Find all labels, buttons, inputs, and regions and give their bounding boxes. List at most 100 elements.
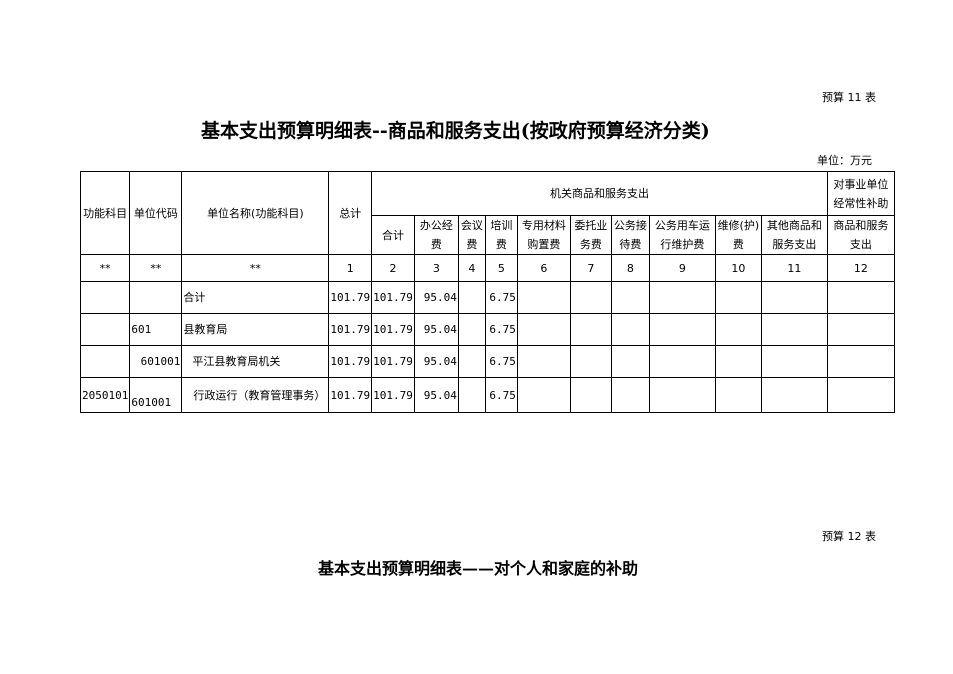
index-cell: 11 bbox=[760, 254, 828, 282]
index-cell: ** bbox=[79, 254, 131, 282]
cell-func bbox=[79, 281, 131, 314]
cell-empty bbox=[760, 281, 828, 314]
section-title-12: 基本支出预算明细表——对个人和家庭的补助 bbox=[318, 559, 639, 578]
cell-empty bbox=[760, 313, 828, 346]
cell-name: 行政运行（教育管理事务） bbox=[181, 377, 330, 413]
cell-total: 101.79 bbox=[328, 377, 373, 413]
header-code: 单位代码 bbox=[129, 171, 183, 255]
table-row: 601001 平江县教育局机关 101.79 101.79 95.04 6.75 bbox=[79, 345, 895, 378]
cell-empty bbox=[516, 377, 571, 413]
table-row: 2050101 601001 行政运行（教育管理事务） 101.79 101.79 95.… bbox=[79, 377, 895, 413]
header-func: 功能科目 bbox=[79, 171, 131, 255]
cell-total: 101.79 bbox=[328, 281, 373, 314]
cell-empty bbox=[826, 281, 895, 314]
cell-empty bbox=[714, 313, 762, 346]
cell-meeting bbox=[457, 345, 486, 378]
subheader: 合计 bbox=[371, 215, 415, 255]
cell-empty bbox=[826, 345, 895, 378]
cell-training: 6.75 bbox=[484, 281, 518, 314]
index-cell: 5 bbox=[484, 254, 518, 282]
cell-office: 95.04 bbox=[413, 281, 459, 314]
cell-empty bbox=[648, 313, 716, 346]
cell-empty bbox=[826, 377, 895, 413]
cell-empty bbox=[648, 377, 716, 413]
cell-name: 县教育局 bbox=[181, 313, 330, 346]
cell-empty bbox=[569, 377, 612, 413]
subheader: 维修(护)费 bbox=[714, 215, 762, 255]
cell-code: 601001 bbox=[129, 377, 183, 413]
index-cell: 2 bbox=[371, 254, 415, 282]
cell-sum: 101.79 bbox=[371, 377, 415, 413]
cell-empty bbox=[610, 345, 650, 378]
cell-name: 平江县教育局机关 bbox=[181, 345, 330, 378]
page-title: 基本支出预算明细表--商品和服务支出(按政府预算经济分类) bbox=[201, 120, 710, 142]
cell-training: 6.75 bbox=[484, 345, 518, 378]
header-group-subsidy: 对事业单位经常性补助 bbox=[826, 171, 895, 216]
index-cell: 3 bbox=[413, 254, 459, 282]
index-cell: 1 bbox=[328, 254, 373, 282]
index-cell: 6 bbox=[516, 254, 571, 282]
header-group-agency: 机关商品和服务支出 bbox=[371, 171, 828, 216]
index-cell: 12 bbox=[826, 254, 895, 282]
cell-empty bbox=[648, 281, 716, 314]
cell-empty bbox=[714, 345, 762, 378]
cell-code: 601 bbox=[129, 313, 183, 346]
cell-office: 95.04 bbox=[413, 377, 459, 413]
cell-total: 101.79 bbox=[328, 345, 373, 378]
subheader: 公务用车运行维护费 bbox=[648, 215, 716, 255]
table-row: 合计 101.79 101.79 95.04 6.75 bbox=[79, 281, 895, 314]
cell-sum: 101.79 bbox=[371, 345, 415, 378]
cell-training: 6.75 bbox=[484, 313, 518, 346]
index-cell: 4 bbox=[457, 254, 486, 282]
cell-empty bbox=[610, 313, 650, 346]
index-cell: 10 bbox=[714, 254, 762, 282]
subheader: 专用材料购置费 bbox=[516, 215, 571, 255]
cell-empty bbox=[760, 345, 828, 378]
index-cell: 7 bbox=[569, 254, 612, 282]
cell-func bbox=[79, 345, 131, 378]
cell-empty bbox=[714, 377, 762, 413]
cell-empty bbox=[760, 377, 828, 413]
header-total: 总计 bbox=[328, 171, 373, 255]
subheader: 会议费 bbox=[457, 215, 486, 255]
cell-empty bbox=[610, 281, 650, 314]
cell-code: 601001 bbox=[129, 345, 183, 378]
table-number-label-12: 预算 12 表 bbox=[822, 530, 876, 543]
cell-meeting bbox=[457, 281, 486, 314]
subheader: 其他商品和服务支出 bbox=[760, 215, 828, 255]
cell-empty bbox=[569, 281, 612, 314]
cell-empty bbox=[610, 377, 650, 413]
table-number-label: 预算 11 表 bbox=[822, 91, 876, 104]
unit-label: 单位：万元 bbox=[817, 154, 872, 167]
cell-name: 合计 bbox=[181, 281, 330, 314]
cell-office: 95.04 bbox=[413, 313, 459, 346]
cell-sum: 101.79 bbox=[371, 313, 415, 346]
cell-empty bbox=[714, 281, 762, 314]
index-cell: ** bbox=[181, 254, 330, 282]
cell-empty bbox=[648, 345, 716, 378]
index-cell: ** bbox=[129, 254, 183, 282]
cell-office: 95.04 bbox=[413, 345, 459, 378]
subheader: 办公经费 bbox=[413, 215, 459, 255]
index-row: ** ** ** 1 2 3 4 5 6 7 8 9 10 11 12 bbox=[79, 254, 895, 282]
header-name: 单位名称(功能科目) bbox=[181, 171, 330, 255]
cell-meeting bbox=[457, 377, 486, 413]
cell-sum: 101.79 bbox=[371, 281, 415, 314]
cell-empty bbox=[516, 345, 571, 378]
cell-empty bbox=[826, 313, 895, 346]
subheader: 委托业务费 bbox=[569, 215, 612, 255]
budget-table: 功能科目 单位代码 单位名称(功能科目) 总计 机关商品和服务支出 对事业单位经… bbox=[79, 171, 895, 413]
subheader: 培训费 bbox=[484, 215, 518, 255]
cell-meeting bbox=[457, 313, 486, 346]
cell-func bbox=[79, 313, 131, 346]
cell-empty bbox=[516, 313, 571, 346]
table-row: 601 县教育局 101.79 101.79 95.04 6.75 bbox=[79, 313, 895, 346]
cell-training: 6.75 bbox=[484, 377, 518, 413]
cell-empty bbox=[569, 313, 612, 346]
cell-func: 2050101 bbox=[79, 377, 131, 413]
cell-empty bbox=[516, 281, 571, 314]
cell-empty bbox=[569, 345, 612, 378]
cell-total: 101.79 bbox=[328, 313, 373, 346]
subheader: 商品和服务支出 bbox=[826, 215, 895, 255]
subheader: 公务接待费 bbox=[610, 215, 650, 255]
